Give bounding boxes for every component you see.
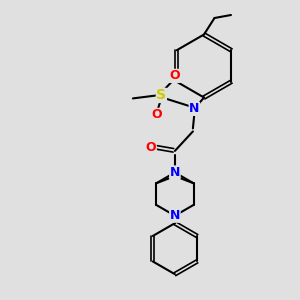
Text: N: N [189,102,200,116]
Text: N: N [170,209,180,222]
Text: O: O [169,69,180,82]
Text: O: O [146,141,156,154]
Text: S: S [156,88,167,102]
Text: N: N [170,166,180,179]
Text: O: O [152,108,162,122]
